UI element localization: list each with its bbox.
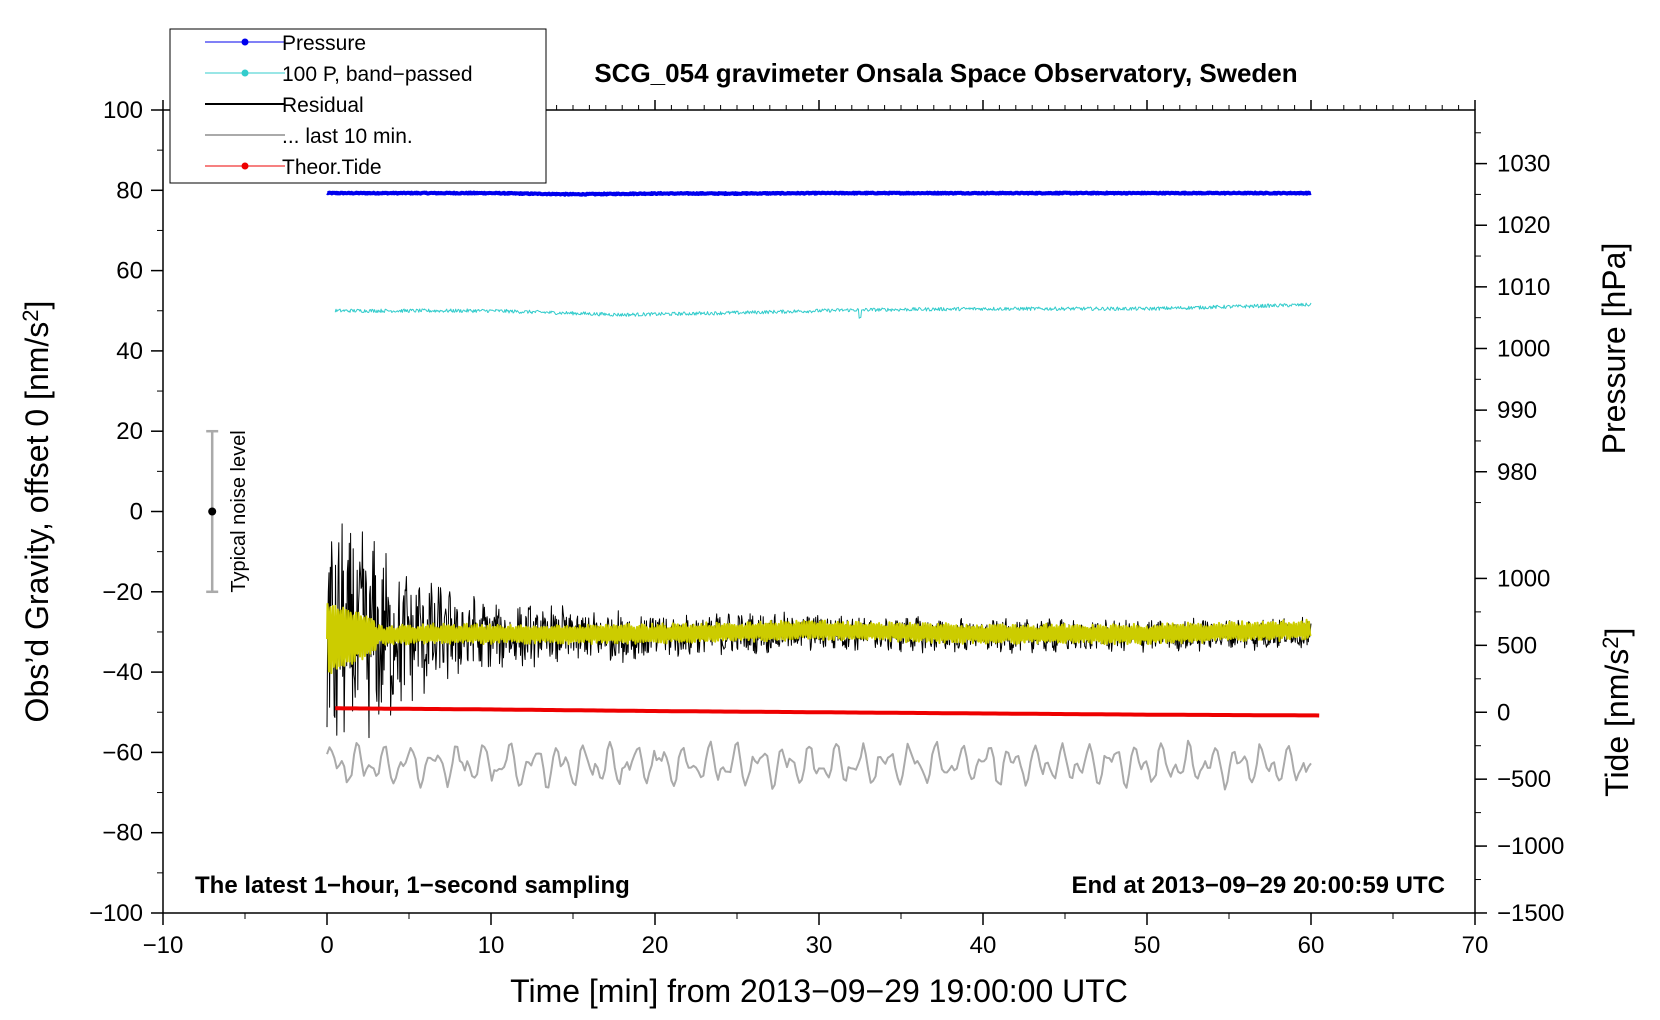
legend: Pressure 100 P, band−passed Residual ... la…: [169, 28, 547, 184]
legend-marker: [241, 162, 249, 170]
legend-label: Residual: [282, 94, 364, 117]
tide-title-superscript: 2: [1598, 636, 1623, 648]
series-bandpass: [334, 302, 1312, 319]
y-tick-label: 40: [116, 338, 143, 365]
y-axis-title-superscript: 2: [18, 309, 43, 321]
x-tick-label: 60: [1298, 932, 1325, 959]
y-tick-label: 0: [130, 499, 143, 526]
y-axis-title-gravity: Obs’d Gravity, offset 0 [nm/s2]: [18, 301, 55, 723]
tide-tick-label: 500: [1497, 632, 1537, 659]
tide-title-main: Tide [nm/s: [1599, 649, 1635, 797]
x-tick-label: 20: [642, 932, 669, 959]
x-tick-label: 50: [1134, 932, 1161, 959]
legend-marker: [241, 38, 249, 46]
tick-layer: [151, 100, 1487, 925]
legend-label: Theor.Tide: [282, 156, 382, 179]
legend-label: 100 P, band−passed: [282, 63, 473, 86]
y-tick-label: −100: [89, 900, 143, 927]
pressure-tick-label: 1030: [1497, 151, 1550, 178]
x-tick-label: 40: [970, 932, 997, 959]
note-sampling: The latest 1−hour, 1−second sampling: [195, 872, 630, 899]
labels-layer: −10 0 10 20 30 40 50 60 70−100−80−60−40−20020406…: [89, 97, 1564, 959]
legend-box: [169, 28, 547, 184]
y-axis-title-end: ]: [19, 301, 55, 310]
note-end-time: End at 2013−09−29 20:00:59 UTC: [1071, 872, 1445, 899]
pressure-tick-label: 1020: [1497, 212, 1550, 239]
y-tick-label: −60: [102, 739, 143, 766]
pressure-tick-label: 980: [1497, 459, 1537, 486]
plot-frame: [162, 109, 1476, 914]
x-tick-label: 10: [478, 932, 505, 959]
tide-tick-label: 1000: [1497, 565, 1550, 592]
series-filtered-overlay: [326, 602, 1312, 675]
y-axis-title-main: Obs’d Gravity, offset 0 [nm/s: [19, 322, 55, 723]
y-axis-title-tide: Tide [nm/s2]: [1598, 628, 1635, 797]
y-tick-label: 100: [103, 97, 143, 124]
series-residual: [326, 523, 1312, 739]
tide-title-end: ]: [1599, 628, 1635, 637]
legend-label: Pressure: [282, 32, 366, 55]
pressure-tick-label: 990: [1497, 397, 1537, 424]
tide-tick-label: −1500: [1497, 900, 1564, 927]
noise-level-label: Typical noise level: [228, 430, 250, 592]
legend-marker: [241, 69, 249, 77]
y-tick-label: −80: [102, 820, 143, 847]
x-tick-label: −10: [143, 932, 184, 959]
series-pressure: [325, 190, 1313, 197]
y-tick-label: −40: [102, 659, 143, 686]
series-last-10-min: [326, 739, 1312, 791]
x-tick-label: 30: [806, 932, 833, 959]
x-axis-title: Time [min] from 2013−09−29 19:00:00 UTC: [510, 973, 1128, 1009]
y-tick-label: −20: [102, 579, 143, 606]
tide-tick-label: 0: [1497, 699, 1510, 726]
legend-label: ... last 10 min.: [282, 125, 413, 148]
x-tick-label: 0: [320, 932, 333, 959]
y-tick-label: 60: [116, 258, 143, 285]
y-axis-title-pressure: Pressure [hPa]: [1596, 243, 1632, 455]
chart-title: SCG_054 gravimeter Onsala Space Observat…: [594, 58, 1297, 88]
y-tick-label: 80: [116, 177, 143, 204]
series-layer: [325, 190, 1320, 791]
pressure-tick-label: 1000: [1497, 335, 1550, 362]
tide-tick-label: −500: [1497, 766, 1551, 793]
tide-tick-label: −1000: [1497, 833, 1564, 860]
pressure-tick-label: 1010: [1497, 274, 1550, 301]
noise-bar-center-dot: [208, 507, 217, 516]
noise-level-indicator: [206, 429, 219, 594]
x-tick-label: 70: [1462, 932, 1489, 959]
series-theoretical-tide: [335, 706, 1320, 718]
y-tick-label: 20: [116, 418, 143, 445]
